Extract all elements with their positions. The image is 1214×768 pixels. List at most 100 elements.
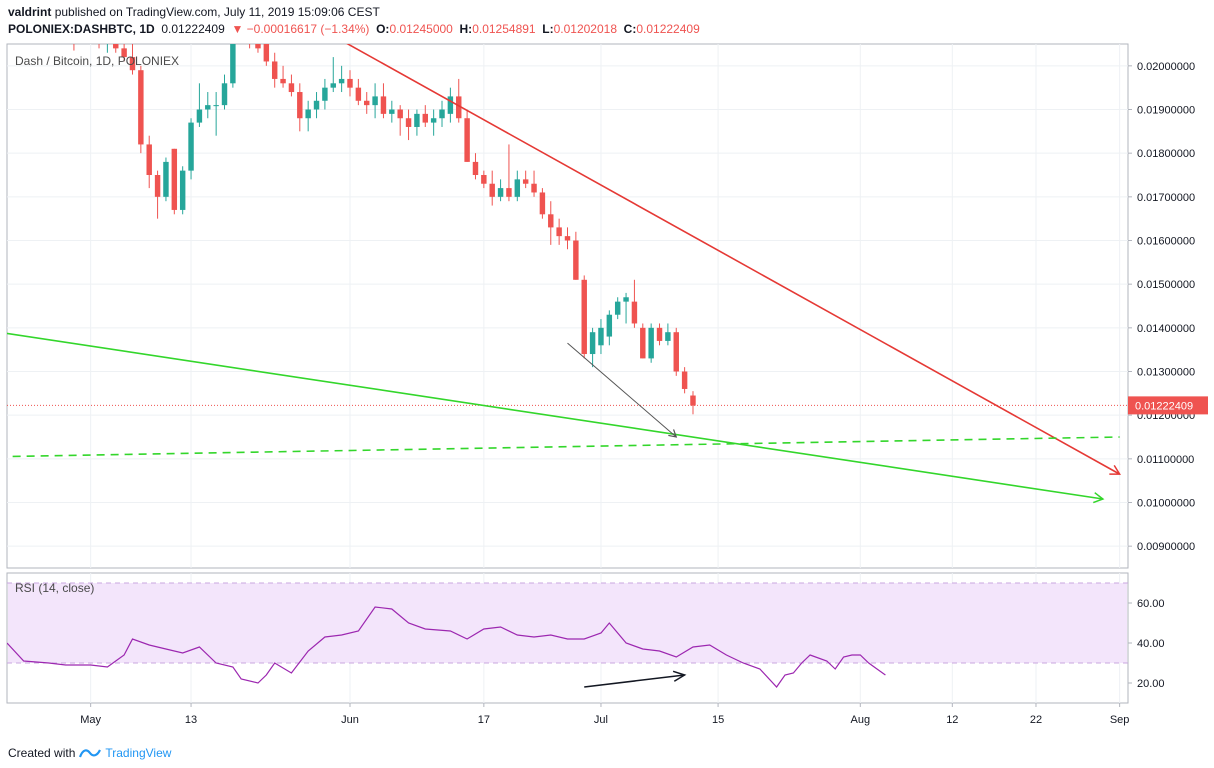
ohlc-high-value: 0.01254891 — [472, 22, 536, 36]
candle-body — [121, 48, 127, 58]
time-tick-label: Jul — [594, 714, 608, 726]
price-tick-label: 0.00900000 — [1137, 541, 1195, 553]
ohlc-close-label: C: — [623, 22, 637, 36]
candle-body — [472, 161, 479, 175]
price-tick-label: 0.02000000 — [1137, 61, 1195, 73]
candle-body — [313, 100, 320, 110]
price-tick-label: 0.01100000 — [1137, 454, 1194, 466]
candle-body — [355, 87, 362, 101]
rsi-band-fill — [8, 583, 1127, 663]
price-change: ▼ −0.00016617 (−1.34%) — [231, 22, 370, 36]
rsi-title: RSI (14, close) — [15, 581, 94, 595]
candle-body — [271, 61, 278, 79]
price-axis[interactable]: 0.02000000 0.01900000 0.01800000 0.01700000… — [1128, 61, 1195, 553]
price-tick-label: 0.01300000 — [1137, 367, 1195, 379]
ohlc-open-value: 0.01245000 — [389, 22, 453, 36]
candle-body — [129, 57, 136, 71]
rsi-line — [7, 606, 886, 688]
candle-body — [514, 179, 521, 197]
candle-body — [656, 327, 663, 341]
candle-body — [531, 183, 537, 193]
tradingview-brand[interactable]: TradingView — [105, 746, 172, 760]
time-tick-label: May — [80, 714, 101, 726]
time-tick-label: Aug — [851, 714, 871, 726]
candle-body — [673, 332, 679, 372]
candle-body — [539, 192, 546, 215]
candle-body — [71, 37, 76, 40]
candle-body — [247, 27, 252, 44]
ohlc-open-label: O: — [376, 22, 390, 36]
ohlc-high-label: H: — [459, 22, 473, 36]
candle-body — [288, 83, 295, 93]
candle-body — [389, 109, 395, 114]
candle-body — [456, 96, 462, 119]
candle-body — [681, 371, 688, 389]
candle-body — [163, 161, 169, 197]
time-tick-label: 22 — [1030, 714, 1042, 726]
symbol-info-bar: POLONIEX:DASHBTC, 1D 0.01222409 ▼ −0.000… — [8, 22, 700, 36]
candle-body — [397, 109, 403, 119]
price-tick-label: 0.01900000 — [1137, 105, 1195, 117]
author-name[interactable]: valdrint — [8, 5, 52, 19]
main-pane[interactable] — [6, 43, 1129, 569]
candle-body — [171, 148, 178, 210]
publish-info: valdrint published on TradingView.com, J… — [8, 5, 380, 19]
trend-line-descending-support — [7, 332, 1105, 504]
price-tick-label: 0.01600000 — [1137, 236, 1195, 248]
candle-body — [113, 44, 119, 49]
time-tick-label: 12 — [946, 714, 958, 726]
trend-line-descending-resistance — [346, 44, 1121, 475]
candle-body — [556, 227, 562, 237]
candle-body — [606, 314, 613, 337]
candle-body — [489, 183, 495, 197]
price-tick-label: 0.01500000 — [1137, 279, 1195, 291]
trend-line-price-divergence — [567, 342, 678, 438]
candle-body — [640, 327, 646, 359]
time-tick-label: Sep — [1110, 714, 1130, 726]
candle-body — [179, 170, 186, 210]
candle-body — [522, 179, 529, 184]
candle-body — [598, 327, 604, 346]
price-tick-label: 0.01000000 — [1137, 498, 1195, 510]
candle-body — [138, 70, 144, 145]
candle-body — [430, 118, 437, 123]
candle-body — [239, 27, 244, 31]
rsi-tick-label: 20.00 — [1137, 678, 1165, 690]
candle-body — [280, 78, 286, 84]
candle-body — [188, 122, 194, 171]
current-price-tag-text: 0.01222409 — [1135, 400, 1193, 412]
price-tick-label: 0.01400000 — [1137, 323, 1195, 335]
candle-body — [648, 327, 654, 359]
candle-body — [439, 109, 445, 119]
candle-body — [255, 44, 261, 49]
time-tick-label: 15 — [712, 714, 724, 726]
candle-body — [481, 175, 487, 184]
candle-body — [497, 188, 504, 197]
rsi-axis[interactable]: 60.00 40.00 20.00 — [1128, 598, 1165, 690]
candle-body — [614, 301, 621, 315]
candle-body — [564, 236, 571, 241]
candle-body — [347, 78, 353, 88]
rsi-series — [7, 606, 886, 688]
candle-body — [205, 105, 211, 110]
last-price: 0.01222409 — [161, 22, 225, 36]
candle-body — [364, 100, 370, 106]
tradingview-logo-icon — [79, 749, 102, 758]
candle-body — [221, 83, 228, 106]
candle-body — [573, 240, 579, 280]
candles — [71, 27, 696, 415]
candle-body — [263, 44, 270, 62]
footer: Created with TradingView — [8, 746, 171, 760]
candle-body — [589, 332, 596, 355]
rsi-band — [7, 582, 1128, 664]
price-tick-label: 0.01800000 — [1137, 148, 1195, 160]
candle-body — [548, 214, 554, 228]
candle-body — [380, 96, 387, 114]
candle-body — [338, 78, 345, 84]
ohlc-low-label: L: — [542, 22, 554, 36]
candle-body — [105, 40, 110, 44]
current-price-tag-bg — [1128, 396, 1208, 415]
time-axis[interactable]: May 13 Jun 17 Jul 15 Aug 12 22 Sep — [80, 703, 1129, 726]
candle-body — [88, 35, 93, 39]
